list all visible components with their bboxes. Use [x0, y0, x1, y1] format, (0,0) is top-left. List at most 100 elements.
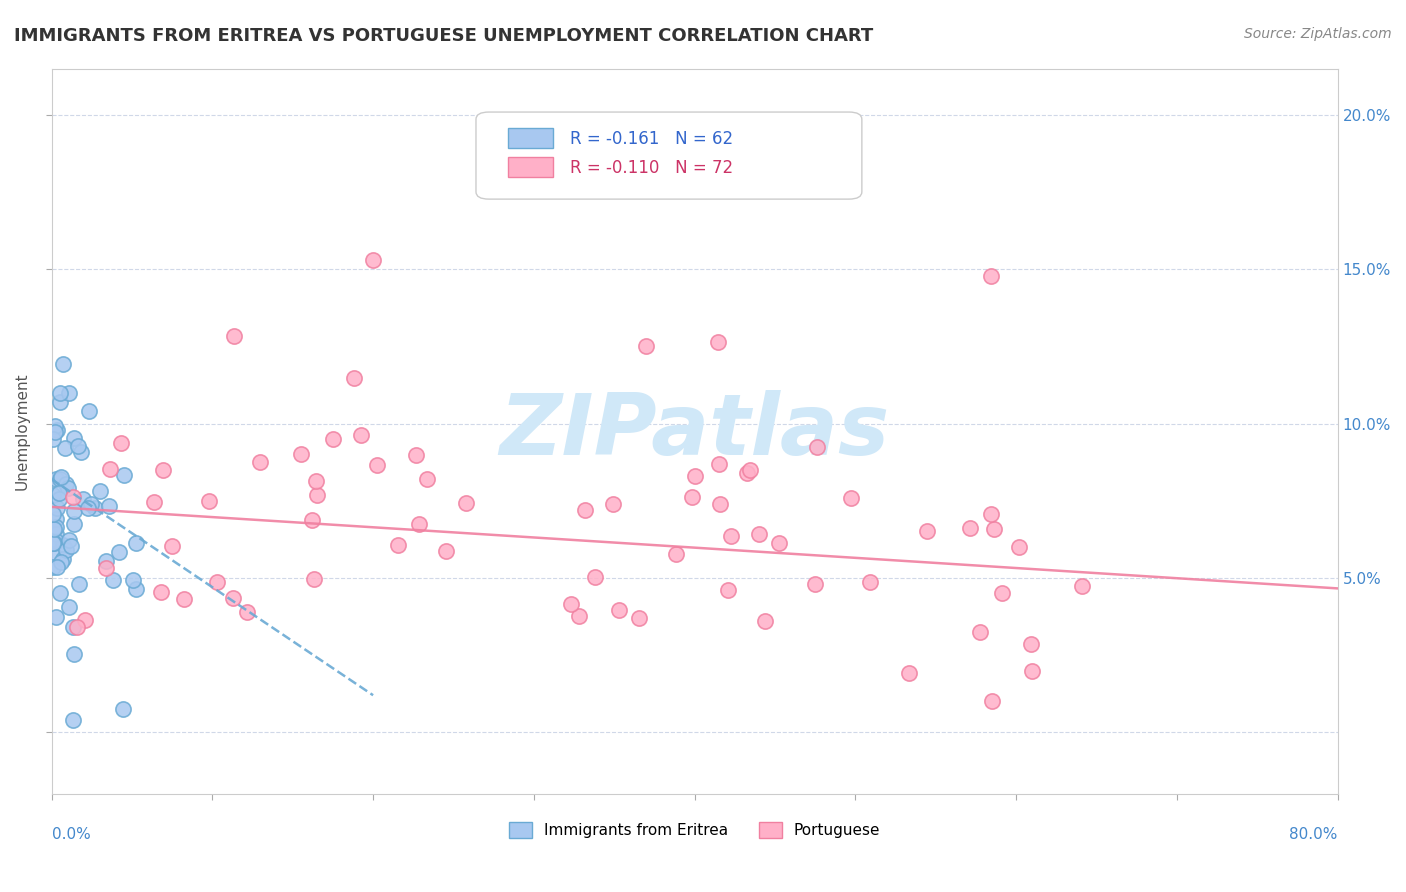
Portuguese	[707, 334, 730, 349]
Immigrants from Eritrea	[76, 501, 98, 516]
Portuguese	[416, 472, 439, 486]
Immigrants from Eritrea	[62, 713, 84, 727]
Text: Source: ZipAtlas.com: Source: ZipAtlas.com	[1244, 27, 1392, 41]
Portuguese	[152, 462, 174, 476]
Portuguese	[110, 435, 132, 450]
Portuguese	[290, 447, 312, 461]
Immigrants from Eritrea	[112, 702, 135, 716]
Portuguese	[991, 585, 1014, 599]
Immigrants from Eritrea	[49, 395, 72, 409]
Immigrants from Eritrea	[45, 500, 67, 515]
Immigrants from Eritrea	[98, 499, 121, 513]
Portuguese	[302, 572, 325, 586]
Immigrants from Eritrea	[77, 403, 100, 417]
Portuguese	[198, 494, 221, 508]
Portuguese	[222, 329, 245, 343]
Portuguese	[474, 176, 496, 190]
Immigrants from Eritrea	[63, 504, 86, 518]
Portuguese	[707, 458, 730, 472]
Legend: Immigrants from Eritrea, Portuguese: Immigrants from Eritrea, Portuguese	[503, 816, 887, 845]
Immigrants from Eritrea	[80, 497, 103, 511]
Immigrants from Eritrea	[42, 535, 65, 549]
Portuguese	[361, 252, 384, 267]
Immigrants from Eritrea	[42, 508, 65, 522]
Immigrants from Eritrea	[62, 620, 84, 634]
Portuguese	[98, 461, 121, 475]
Portuguese	[62, 491, 84, 505]
Portuguese	[434, 544, 457, 558]
Portuguese	[149, 584, 172, 599]
Immigrants from Eritrea	[46, 423, 69, 437]
Immigrants from Eritrea	[94, 553, 117, 567]
Immigrants from Eritrea	[58, 599, 80, 614]
Immigrants from Eritrea	[125, 535, 148, 549]
Portuguese	[981, 694, 1004, 708]
Y-axis label: Unemployment: Unemployment	[15, 373, 30, 490]
Immigrants from Eritrea	[53, 442, 76, 456]
Portuguese	[683, 468, 706, 483]
Immigrants from Eritrea	[49, 586, 72, 600]
Portuguese	[602, 497, 624, 511]
Immigrants from Eritrea	[51, 552, 73, 566]
Portuguese	[607, 603, 630, 617]
Immigrants from Eritrea	[49, 555, 72, 569]
Portuguese	[366, 458, 388, 472]
Portuguese	[1021, 664, 1043, 678]
Text: ZIPatlas: ZIPatlas	[499, 390, 890, 473]
Immigrants from Eritrea	[66, 439, 89, 453]
Portuguese	[627, 611, 650, 625]
Portuguese	[717, 583, 740, 598]
Portuguese	[73, 613, 96, 627]
Portuguese	[959, 521, 981, 535]
Immigrants from Eritrea	[42, 559, 65, 574]
Portuguese	[387, 537, 409, 551]
Portuguese	[322, 432, 344, 446]
Text: IMMIGRANTS FROM ERITREA VS PORTUGUESE UNEMPLOYMENT CORRELATION CHART: IMMIGRANTS FROM ERITREA VS PORTUGUESE UN…	[14, 27, 873, 45]
Immigrants from Eritrea	[63, 516, 86, 531]
Immigrants from Eritrea	[49, 386, 72, 401]
Portuguese	[94, 561, 117, 575]
Immigrants from Eritrea	[62, 647, 84, 661]
Immigrants from Eritrea	[58, 386, 80, 401]
Portuguese	[969, 624, 991, 639]
Portuguese	[1021, 637, 1043, 651]
Portuguese	[768, 536, 790, 550]
Portuguese	[839, 491, 862, 506]
Portuguese	[343, 370, 366, 384]
Immigrants from Eritrea	[42, 432, 65, 446]
Portuguese	[160, 540, 183, 554]
Immigrants from Eritrea	[83, 501, 105, 516]
Immigrants from Eritrea	[45, 534, 67, 549]
Portuguese	[568, 609, 591, 624]
Immigrants from Eritrea	[62, 431, 84, 445]
Portuguese	[665, 547, 688, 561]
Portuguese	[803, 576, 825, 591]
Portuguese	[636, 339, 658, 353]
Portuguese	[405, 448, 427, 462]
Immigrants from Eritrea	[42, 547, 65, 561]
Immigrants from Eritrea	[45, 610, 67, 624]
Immigrants from Eritrea	[44, 425, 66, 440]
Immigrants from Eritrea	[42, 536, 65, 550]
Portuguese	[350, 428, 373, 442]
Portuguese	[915, 524, 938, 538]
Immigrants from Eritrea	[56, 481, 79, 495]
Immigrants from Eritrea	[89, 483, 111, 498]
Immigrants from Eritrea	[55, 477, 77, 491]
Immigrants from Eritrea	[48, 486, 70, 500]
Immigrants from Eritrea	[108, 545, 131, 559]
Portuguese	[143, 495, 166, 509]
Portuguese	[574, 503, 596, 517]
Portuguese	[222, 591, 245, 605]
Immigrants from Eritrea	[49, 470, 72, 484]
Portuguese	[681, 490, 703, 504]
Portuguese	[560, 597, 582, 611]
Portuguese	[980, 268, 1002, 283]
Portuguese	[735, 466, 758, 480]
Portuguese	[1008, 541, 1031, 555]
Portuguese	[740, 463, 762, 477]
Immigrants from Eritrea	[48, 491, 70, 506]
Immigrants from Eritrea	[55, 543, 77, 558]
Text: R = -0.161   N = 62: R = -0.161 N = 62	[569, 130, 733, 148]
Portuguese	[720, 529, 742, 543]
